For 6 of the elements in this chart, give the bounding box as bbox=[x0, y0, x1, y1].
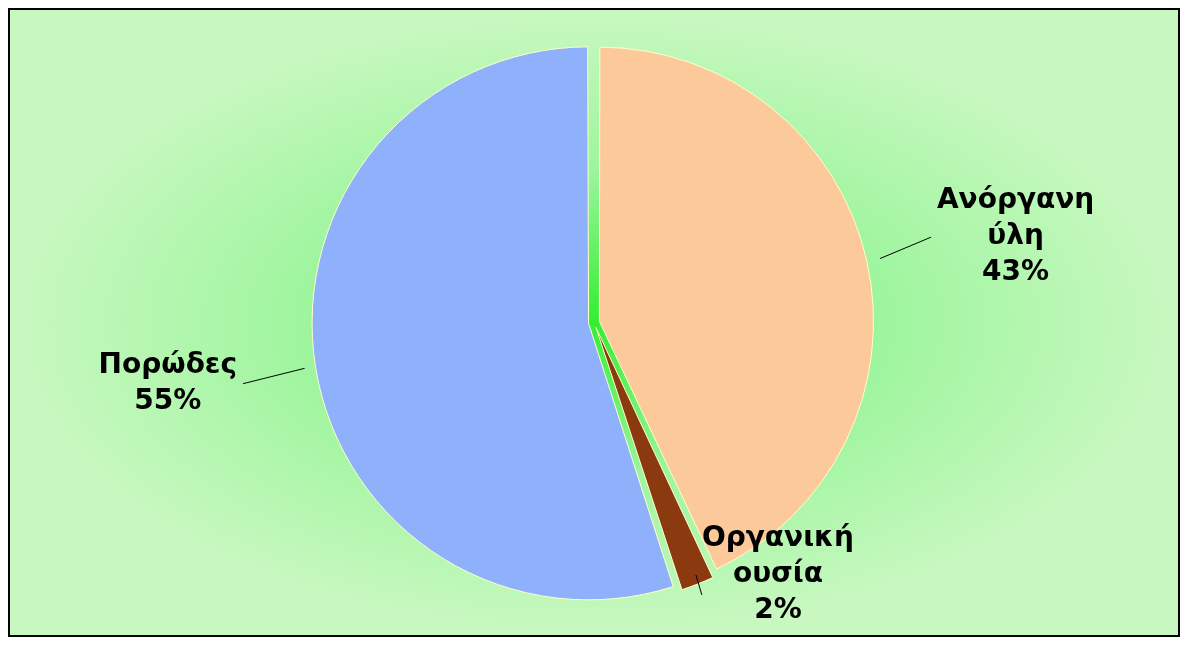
data-label: 2% bbox=[754, 592, 802, 626]
slice-label: Πορώδες bbox=[98, 346, 238, 380]
data-label: 43% bbox=[982, 254, 1050, 288]
data-label: 55% bbox=[134, 382, 202, 416]
slice-label: Ανόργανη ύλη bbox=[936, 182, 1095, 252]
slice-label: Οργανική ουσία bbox=[701, 520, 854, 590]
